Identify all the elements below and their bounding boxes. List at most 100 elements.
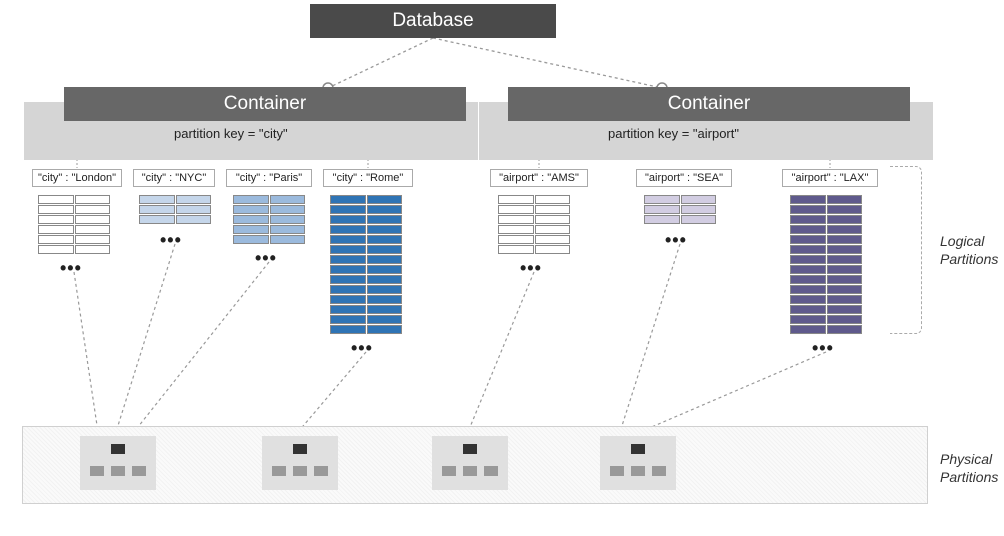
data-cell — [75, 245, 111, 254]
ellipsis-4: ••• — [520, 258, 542, 279]
ellipsis-3: ••• — [351, 338, 373, 359]
data-cell — [827, 265, 863, 274]
data-stack-0-2 — [233, 195, 305, 244]
database-box: Database — [310, 4, 556, 38]
data-cell — [233, 225, 269, 234]
phys-replica-icon — [90, 466, 104, 476]
data-cell — [367, 235, 403, 244]
data-cell — [367, 295, 403, 304]
data-cell — [270, 235, 306, 244]
ellipsis-0: ••• — [60, 258, 82, 279]
logical-partitions-label: LogicalPartitions — [940, 232, 998, 268]
data-cell — [176, 215, 212, 224]
data-cell — [827, 305, 863, 314]
phys-replica-icon — [484, 466, 498, 476]
data-cell — [827, 295, 863, 304]
ellipsis-5: ••• — [665, 230, 687, 251]
partition-value-0-2: "city" : "Paris" — [226, 169, 312, 187]
data-cell — [790, 265, 826, 274]
data-cell — [176, 195, 212, 204]
data-cell — [827, 245, 863, 254]
ellipsis-1: ••• — [160, 230, 182, 251]
data-cell — [535, 205, 571, 214]
data-cell — [367, 245, 403, 254]
partition-key-label-1: partition key = "airport" — [608, 126, 739, 141]
data-stack-0-3 — [330, 195, 402, 334]
data-stack-1-1 — [644, 195, 716, 224]
partition-value-1-0: "airport" : "AMS" — [490, 169, 588, 187]
phys-replica-icon — [463, 466, 477, 476]
data-cell — [330, 285, 366, 294]
container-box-0: Container — [64, 87, 466, 121]
data-cell — [827, 225, 863, 234]
data-cell — [827, 195, 863, 204]
physical-partitions-label: PhysicalPartitions — [940, 450, 998, 486]
phys-replica-icon — [314, 466, 328, 476]
data-cell — [790, 195, 826, 204]
data-cell — [535, 245, 571, 254]
data-cell — [330, 245, 366, 254]
data-cell — [644, 215, 680, 224]
data-cell — [498, 245, 534, 254]
logical-bracket — [890, 166, 922, 334]
physical-node-3 — [600, 436, 676, 490]
data-cell — [827, 315, 863, 324]
partition-value-1-1: "airport" : "SEA" — [636, 169, 732, 187]
data-cell — [790, 325, 826, 334]
phys-replica-icon — [111, 466, 125, 476]
data-cell — [367, 275, 403, 284]
data-cell — [233, 215, 269, 224]
data-cell — [367, 325, 403, 334]
data-cell — [38, 225, 74, 234]
data-cell — [330, 235, 366, 244]
data-cell — [790, 235, 826, 244]
data-cell — [827, 255, 863, 264]
data-cell — [827, 275, 863, 284]
data-cell — [367, 215, 403, 224]
data-cell — [367, 255, 403, 264]
data-cell — [139, 195, 175, 204]
phys-replica-icon — [610, 466, 624, 476]
data-cell — [498, 235, 534, 244]
data-cell — [270, 205, 306, 214]
data-cell — [827, 235, 863, 244]
data-cell — [367, 315, 403, 324]
data-cell — [330, 265, 366, 274]
data-cell — [790, 285, 826, 294]
data-cell — [233, 235, 269, 244]
partition-key-label-0: partition key = "city" — [174, 126, 288, 141]
data-cell — [681, 205, 717, 214]
data-cell — [790, 225, 826, 234]
data-cell — [330, 255, 366, 264]
data-cell — [367, 225, 403, 234]
data-cell — [535, 225, 571, 234]
data-cell — [827, 205, 863, 214]
phys-replica-icon — [272, 466, 286, 476]
phys-replica-icon — [132, 466, 146, 476]
data-cell — [270, 225, 306, 234]
partition-value-0-1: "city" : "NYC" — [133, 169, 215, 187]
data-cell — [233, 205, 269, 214]
phys-primary-icon — [293, 444, 307, 454]
data-cell — [330, 225, 366, 234]
ellipsis-2: ••• — [255, 248, 277, 269]
data-cell — [535, 215, 571, 224]
phys-replica-icon — [631, 466, 645, 476]
data-cell — [233, 195, 269, 204]
data-cell — [38, 205, 74, 214]
data-cell — [498, 195, 534, 204]
data-cell — [38, 195, 74, 204]
data-cell — [498, 205, 534, 214]
data-cell — [535, 195, 571, 204]
data-cell — [681, 215, 717, 224]
data-cell — [367, 205, 403, 214]
phys-primary-icon — [463, 444, 477, 454]
phys-primary-icon — [111, 444, 125, 454]
data-cell — [827, 215, 863, 224]
phys-replica-icon — [293, 466, 307, 476]
data-cell — [270, 215, 306, 224]
data-cell — [790, 205, 826, 214]
ellipsis-6: ••• — [812, 338, 834, 359]
phys-replica-icon — [652, 466, 666, 476]
partition-value-0-0: "city" : "London" — [32, 169, 122, 187]
